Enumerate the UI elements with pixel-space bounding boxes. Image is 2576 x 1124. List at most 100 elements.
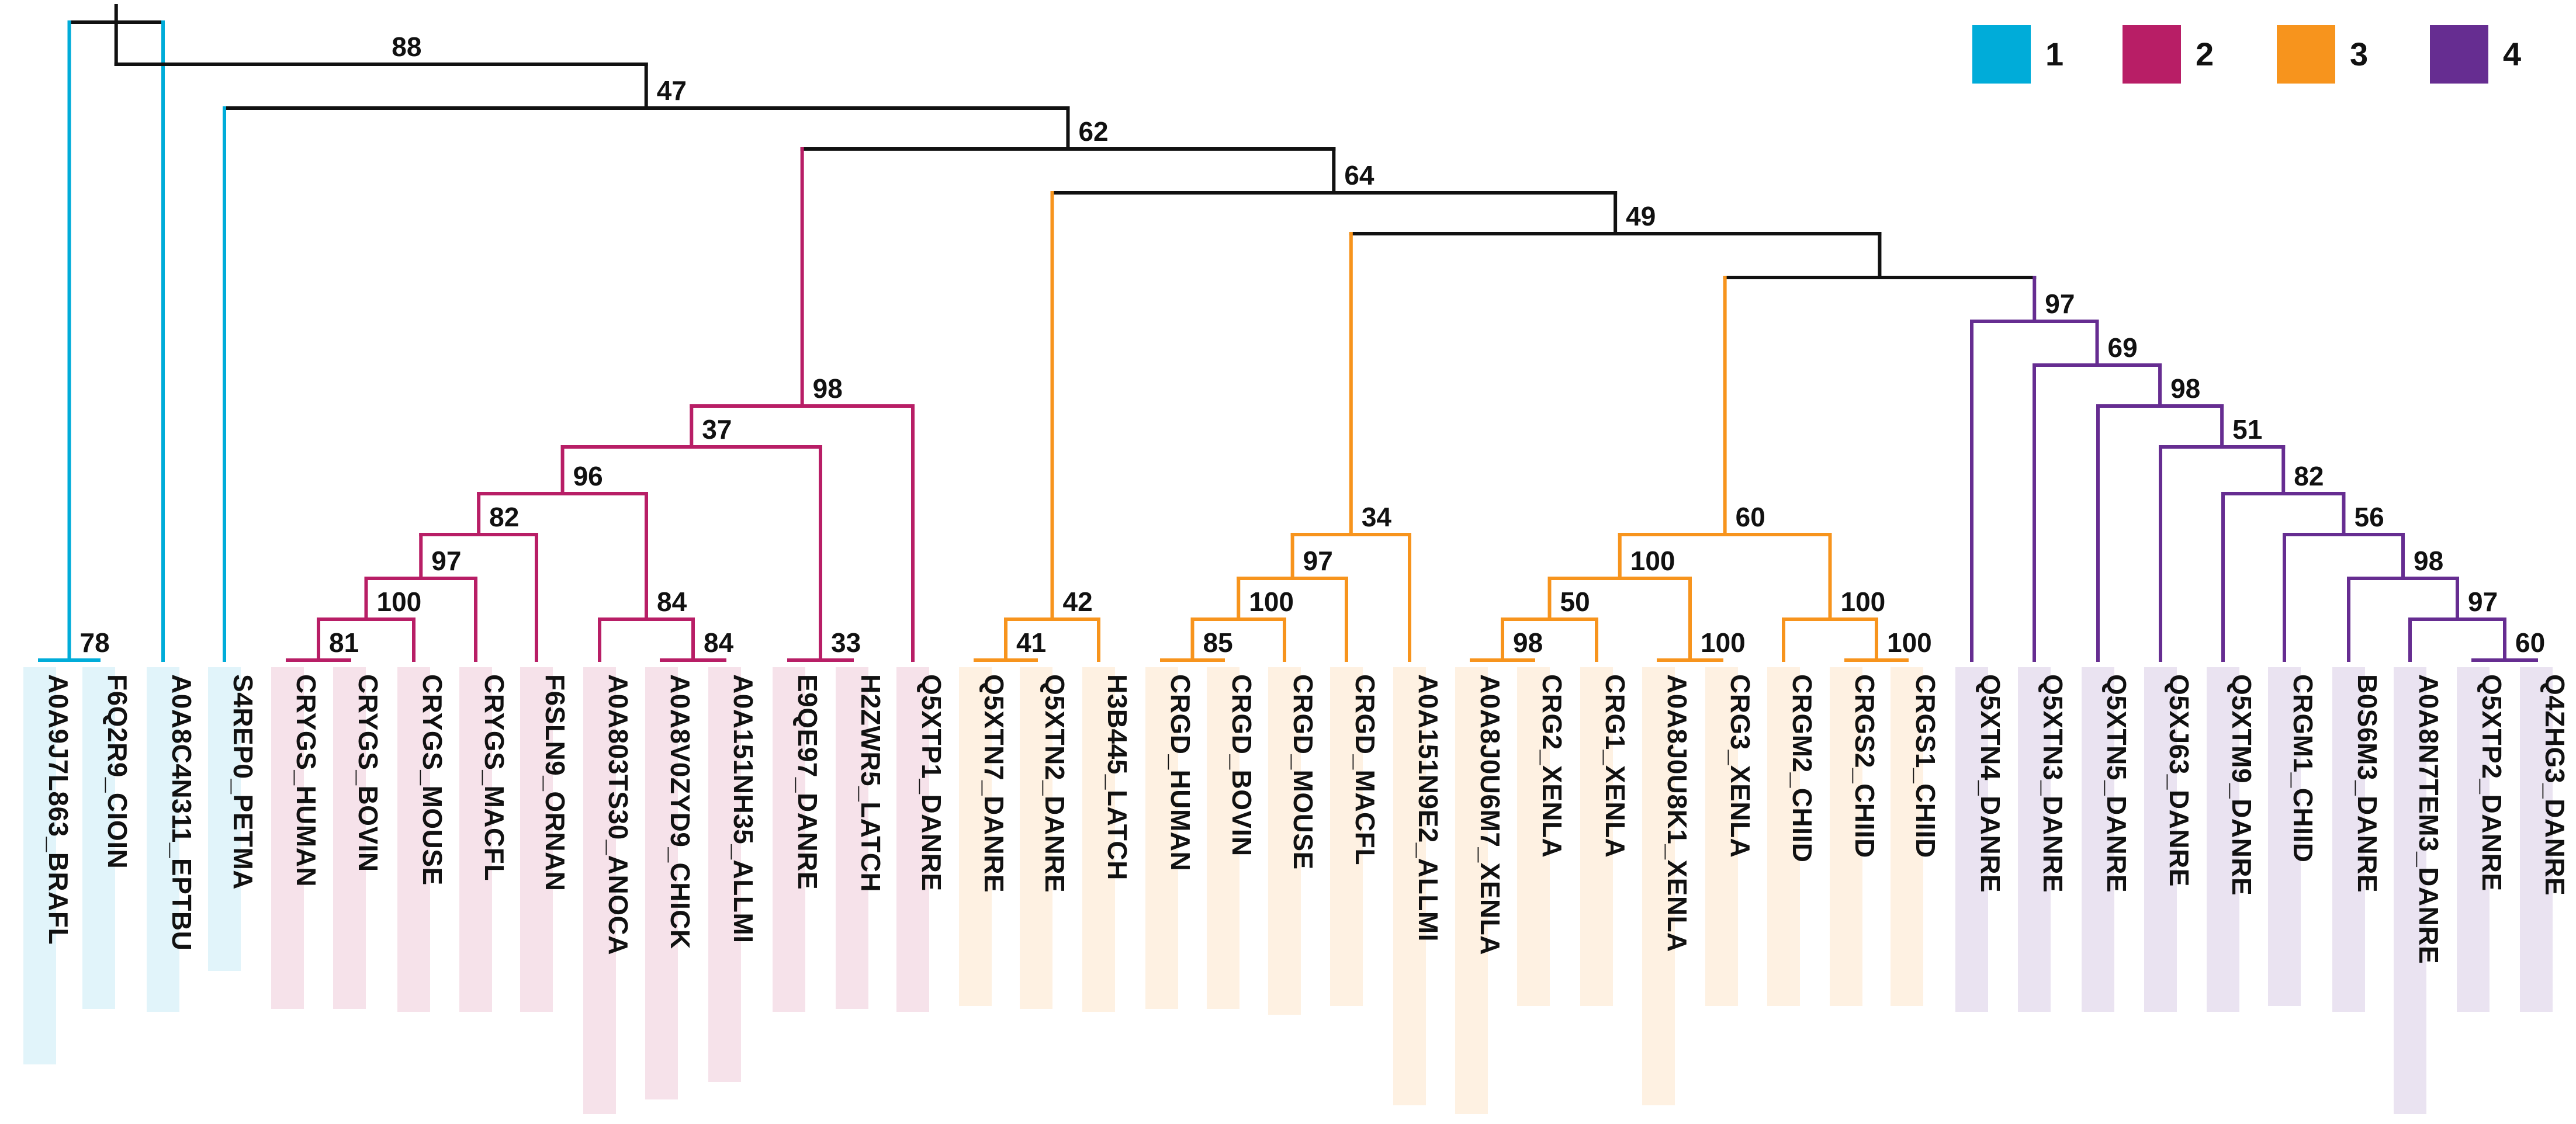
leaf-label: Q5XTP1_DANRE	[916, 674, 947, 891]
leaf-label: Q5XTN4_DANRE	[1975, 674, 2006, 893]
bootstrap-value: 88	[392, 32, 421, 62]
leaf-label-background	[1891, 667, 1923, 1006]
leaf-label-background	[2394, 667, 2426, 1114]
leaf-label-background	[208, 667, 241, 971]
bootstrap-value: 97	[2045, 289, 2075, 319]
leaf-label-background	[708, 667, 741, 1082]
bootstrap-value: 98	[813, 373, 843, 404]
tree-branches	[38, 4, 2538, 662]
leaf-label: CRGD_MOUSE	[1288, 674, 1318, 870]
leaf-label: A0A8J0U8K1_XENLA	[1662, 674, 1692, 952]
legend-label-3: 3	[2350, 36, 2368, 72]
legend-swatch-3	[2277, 25, 2335, 84]
bootstrap-value: 100	[1249, 587, 1294, 617]
leaf-label: B0S6M3_DANRE	[2352, 674, 2383, 893]
bootstrap-value: 84	[704, 627, 734, 658]
bootstrap-value: 97	[431, 546, 461, 576]
bootstrap-value: 37	[702, 414, 732, 445]
legend-label-4: 4	[2503, 36, 2521, 72]
leaf-label-background	[520, 667, 553, 1012]
bootstrap-value: 56	[2355, 502, 2384, 532]
leaf-label-background	[271, 667, 304, 1009]
leaf-label-background	[333, 667, 366, 1009]
bootstrap-value: 100	[1887, 627, 1932, 658]
bootstrap-value: 98	[2170, 373, 2200, 404]
leaf-label-background	[959, 667, 992, 1006]
bootstrap-value: 47	[657, 75, 687, 106]
leaf-label-background	[459, 667, 492, 1012]
legend-label-1: 1	[2045, 36, 2063, 72]
leaf-label: F6Q2R9_CIOIN	[102, 674, 133, 869]
leaf-label: Q5XJ63_DANRE	[2164, 674, 2194, 887]
leaf-label-background	[583, 667, 616, 1114]
leaf-label: CRG2_XENLA	[1537, 674, 1567, 858]
leaf-label-background	[2268, 667, 2301, 1006]
leaf-label: Q5XTN7_DANRE	[979, 674, 1009, 893]
bootstrap-value: 42	[1063, 587, 1093, 617]
leaf-label: A0A8N7TEM3_DANRE	[2414, 674, 2444, 964]
leaf-label: CRGS1_CHIID	[1910, 674, 1941, 858]
bootstrap-value: 97	[1303, 546, 1333, 576]
leaf-label-background	[773, 667, 805, 1012]
leaf-label-background	[2144, 667, 2177, 1012]
leaf-labels: A0A9J7L863_BRAFL F6Q2R9_CIOIN A0A8C4N311_E…	[43, 674, 2570, 964]
leaf-label-background	[836, 667, 868, 1009]
bootstrap-value: 100	[1630, 546, 1675, 576]
leaf-label: CRGM1_CHIID	[2288, 674, 2318, 862]
leaf-label: F6SLN9_ORNAN	[540, 674, 570, 891]
leaf-label: CRGD_MACFL	[1350, 674, 1380, 865]
leaf-label-background	[1830, 667, 1862, 1006]
bootstrap-value: 62	[1078, 116, 1108, 147]
leaf-label: CRGM2_CHIID	[1787, 674, 1817, 862]
leaf-label: S4REP0_PETMA	[228, 674, 258, 890]
leaf-label: Q5XTM9_DANRE	[2227, 674, 2257, 896]
leaf-label: Q5XTN3_DANRE	[2038, 674, 2068, 893]
leaf-label: A0A8C4N311_EPTBU	[167, 674, 197, 950]
leaf-label-background	[1517, 667, 1550, 1006]
leaf-label-background	[2332, 667, 2365, 1012]
leaf-label-background	[1705, 667, 1738, 1006]
leaf-label-background	[2520, 667, 2553, 1012]
bootstrap-value: 82	[2294, 461, 2324, 491]
leaf-label: Q5XTN2_DANRE	[1040, 674, 1070, 893]
leaf-label: E9QE97_DANRE	[792, 674, 823, 890]
leaf-label-background	[896, 667, 929, 1012]
bootstrap-value: 100	[1701, 627, 1746, 658]
leaf-label: CRYGS_BOVIN	[353, 674, 383, 872]
leaf-label-background	[2457, 667, 2490, 1012]
leaf-label-background	[1268, 667, 1301, 1015]
leaf-label-background	[1393, 667, 1426, 1105]
leaf-label: Q5XTP2_DANRE	[2477, 674, 2507, 891]
leaf-label-background	[1955, 667, 1988, 1012]
leaf-label: CRYGS_MACFL	[479, 674, 510, 881]
leaf-label-background	[82, 667, 115, 1009]
bootstrap-value: 78	[80, 627, 110, 658]
leaf-label-background	[1082, 667, 1115, 1012]
leaf-label: CRGD_HUMAN	[1165, 674, 1196, 871]
leaf-label-background	[23, 667, 56, 1064]
bootstrap-value: 50	[1560, 587, 1590, 617]
leaf-label: CRG3_XENLA	[1725, 674, 1756, 858]
leaf-label: A0A151NH35_ALLMI	[728, 674, 759, 943]
legend-swatch-1	[1972, 25, 2031, 84]
bootstrap-value: 34	[1362, 502, 1392, 532]
bootstrap-value: 49	[1626, 201, 1656, 231]
bootstrap-value: 81	[329, 627, 359, 658]
legend-label-2: 2	[2196, 36, 2214, 72]
bootstrap-value: 85	[1203, 627, 1233, 658]
leaf-label-background	[1145, 667, 1178, 1009]
bootstrap-value: 100	[377, 587, 422, 617]
bootstrap-value: 100	[1841, 587, 1886, 617]
leaf-label-background	[1580, 667, 1613, 1006]
leaf-label-background	[1330, 667, 1363, 1006]
leaf-label: A0A803TS30_ANOCA	[603, 674, 633, 955]
leaf-label-background	[1020, 667, 1052, 1009]
leaf-label: A0A8V0ZYD9_CHICK	[665, 674, 695, 949]
leaf-label-background	[397, 667, 430, 1012]
leaf-label: Q4ZHG3_DANRE	[2540, 674, 2570, 896]
leaf-label: A0A151N9E2_ALLMI	[1413, 674, 1443, 942]
leaf-label-background	[1455, 667, 1488, 1114]
leaf-label: H3B445_LATCH	[1102, 674, 1133, 880]
